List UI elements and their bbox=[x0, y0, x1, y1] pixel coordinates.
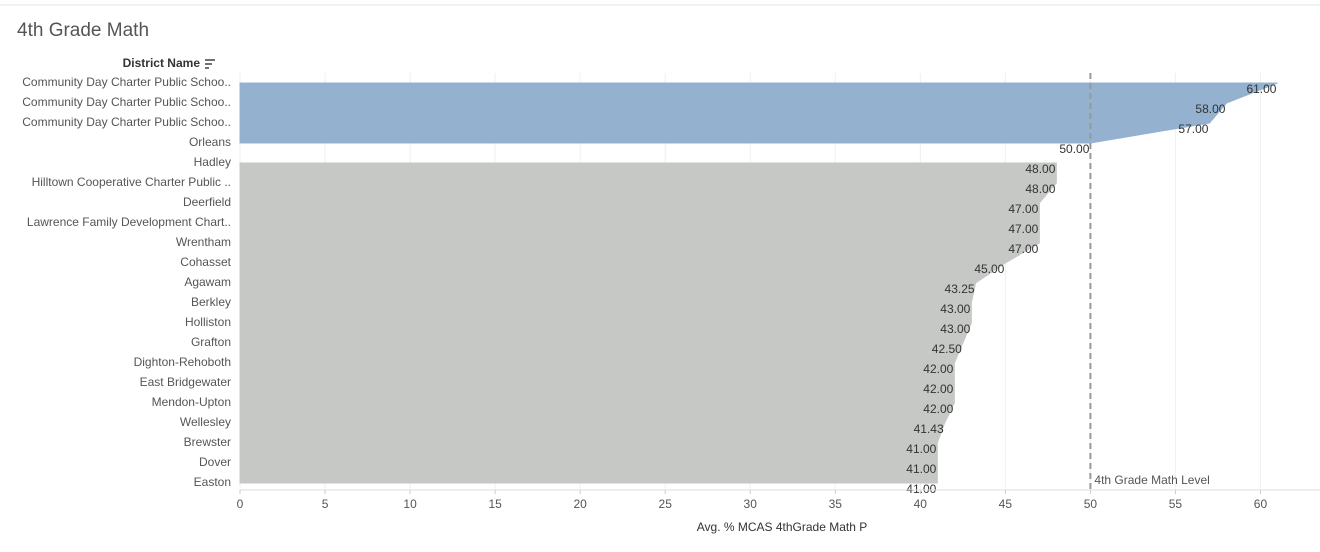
value-label: 41.43 bbox=[914, 422, 944, 436]
x-tick-label: 25 bbox=[659, 497, 673, 511]
value-label: 50.00 bbox=[1059, 142, 1089, 156]
x-tick-label: 15 bbox=[488, 497, 502, 511]
value-label: 47.00 bbox=[1008, 202, 1038, 216]
category-label: Lawrence Family Development Chart.. bbox=[27, 215, 231, 229]
value-label: 42.50 bbox=[932, 342, 962, 356]
category-label: Agawam bbox=[184, 275, 231, 289]
value-label: 61.00 bbox=[1246, 82, 1276, 96]
x-tick-label: 0 bbox=[237, 497, 244, 511]
x-tick-label: 45 bbox=[999, 497, 1013, 511]
reference-label: 4th Grade Math Level bbox=[1094, 473, 1209, 487]
value-label: 42.00 bbox=[923, 382, 953, 396]
value-label: 48.00 bbox=[1025, 182, 1055, 196]
value-label: 47.00 bbox=[1008, 242, 1038, 256]
x-tick-label: 60 bbox=[1254, 497, 1268, 511]
area bbox=[239, 82, 1278, 144]
category-label: Community Day Charter Public Schoo.. bbox=[22, 95, 231, 109]
category-label: Community Day Charter Public Schoo.. bbox=[22, 75, 231, 89]
value-label: 48.00 bbox=[1025, 162, 1055, 176]
category-label: Hilltown Cooperative Charter Public .. bbox=[32, 175, 231, 189]
x-tick-label: 40 bbox=[914, 497, 928, 511]
category-label: Holliston bbox=[185, 315, 231, 329]
value-label: 42.00 bbox=[923, 402, 953, 416]
category-label: Wrentham bbox=[176, 235, 231, 249]
category-label: Mendon-Upton bbox=[152, 395, 231, 409]
category-label: Community Day Charter Public Schoo.. bbox=[22, 115, 231, 129]
x-tick-label: 30 bbox=[744, 497, 758, 511]
category-label: Wellesley bbox=[180, 415, 231, 429]
value-label: 47.00 bbox=[1008, 222, 1038, 236]
category-label: Deerfield bbox=[183, 195, 231, 209]
x-axis-title: Avg. % MCAS 4thGrade Math P bbox=[697, 520, 868, 534]
x-tick-label: 20 bbox=[573, 497, 587, 511]
value-label: 57.00 bbox=[1178, 122, 1208, 136]
category-label: Dover bbox=[199, 455, 231, 469]
category-label: Dighton-Rehoboth bbox=[134, 355, 231, 369]
x-tick-label: 55 bbox=[1169, 497, 1183, 511]
value-label: 58.00 bbox=[1195, 102, 1225, 116]
category-label: Easton bbox=[194, 475, 231, 489]
area bbox=[239, 162, 1057, 484]
sort-icon-path bbox=[205, 59, 215, 69]
value-label: 45.00 bbox=[974, 262, 1004, 276]
value-label: 43.00 bbox=[940, 302, 970, 316]
category-label: Berkley bbox=[191, 295, 231, 309]
x-tick-label: 35 bbox=[829, 497, 843, 511]
category-label: Hadley bbox=[194, 155, 231, 169]
column-header: District Name bbox=[123, 56, 201, 70]
category-label: Cohasset bbox=[180, 255, 231, 269]
category-label: Orleans bbox=[189, 135, 231, 149]
chart-title: 4th Grade Math bbox=[17, 20, 149, 41]
x-tick-label: 50 bbox=[1084, 497, 1098, 511]
value-label: 42.00 bbox=[923, 362, 953, 376]
sort-icon[interactable] bbox=[205, 59, 215, 69]
value-label: 43.25 bbox=[945, 282, 975, 296]
category-label: Grafton bbox=[191, 335, 231, 349]
x-tick-label: 5 bbox=[322, 497, 329, 511]
value-label: 41.00 bbox=[906, 462, 936, 476]
category-label: Brewster bbox=[184, 435, 231, 449]
value-label: 41.00 bbox=[906, 442, 936, 456]
category-label: East Bridgewater bbox=[140, 375, 231, 389]
value-label: 41.00 bbox=[906, 482, 936, 496]
x-tick-label: 10 bbox=[403, 497, 417, 511]
value-label: 43.00 bbox=[940, 322, 970, 336]
